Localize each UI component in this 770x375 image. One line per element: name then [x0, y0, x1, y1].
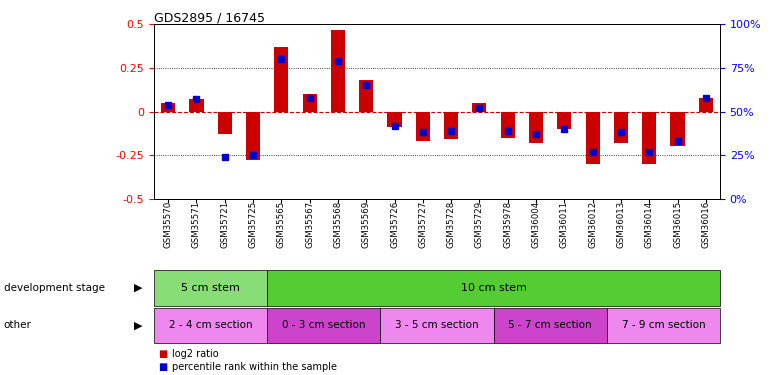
Text: 3 - 5 cm section: 3 - 5 cm section	[395, 320, 479, 330]
Text: ■: ■	[158, 350, 167, 359]
Text: GSM35726: GSM35726	[390, 201, 399, 248]
Text: GSM35978: GSM35978	[504, 201, 512, 248]
Text: GSM35721: GSM35721	[220, 201, 229, 248]
Bar	[557, 112, 571, 129]
Text: GSM36016: GSM36016	[701, 201, 710, 248]
Bar	[614, 112, 628, 143]
Text: GSM35571: GSM35571	[192, 201, 201, 248]
Bar	[387, 112, 402, 127]
Text: GSM35567: GSM35567	[305, 201, 314, 248]
Bar	[585, 112, 600, 164]
Bar	[698, 98, 713, 112]
Text: other: other	[4, 320, 32, 330]
Bar	[671, 112, 685, 147]
Text: GSM36004: GSM36004	[531, 201, 541, 248]
Text: log2 ratio: log2 ratio	[172, 350, 219, 359]
Text: ▶: ▶	[134, 283, 142, 293]
Text: 5 - 7 cm section: 5 - 7 cm section	[508, 320, 592, 330]
Text: GSM36012: GSM36012	[588, 201, 597, 248]
Bar	[529, 112, 543, 143]
Text: GSM35725: GSM35725	[249, 201, 257, 248]
Text: development stage: development stage	[4, 283, 105, 293]
Text: GSM35568: GSM35568	[333, 201, 343, 248]
Text: percentile rank within the sample: percentile rank within the sample	[172, 362, 336, 372]
Text: 0 - 3 cm section: 0 - 3 cm section	[282, 320, 366, 330]
Bar	[189, 99, 203, 112]
Bar	[359, 80, 373, 112]
Text: GSM36015: GSM36015	[673, 201, 682, 248]
Text: GSM35728: GSM35728	[447, 201, 456, 248]
Text: GSM35565: GSM35565	[277, 201, 286, 248]
Bar	[218, 112, 232, 134]
Bar	[274, 47, 289, 112]
Text: ▶: ▶	[134, 320, 142, 330]
Bar	[500, 112, 515, 138]
Text: GDS2895 / 16745: GDS2895 / 16745	[154, 11, 265, 24]
Text: GSM36014: GSM36014	[644, 201, 654, 248]
Bar	[331, 30, 345, 112]
Bar	[303, 94, 316, 112]
Text: GSM36011: GSM36011	[560, 201, 569, 248]
Bar	[246, 112, 260, 160]
Text: GSM35570: GSM35570	[164, 201, 172, 248]
Text: 5 cm stem: 5 cm stem	[181, 283, 240, 293]
Text: GSM35569: GSM35569	[362, 201, 370, 248]
Bar	[642, 112, 656, 164]
Text: GSM36013: GSM36013	[617, 201, 625, 248]
Bar	[472, 103, 487, 112]
Text: 10 cm stem: 10 cm stem	[460, 283, 527, 293]
Bar	[161, 103, 176, 112]
Bar	[416, 112, 430, 141]
Text: 2 - 4 cm section: 2 - 4 cm section	[169, 320, 253, 330]
Text: GSM35727: GSM35727	[418, 201, 427, 248]
Text: GSM35729: GSM35729	[475, 201, 484, 248]
Text: ■: ■	[158, 362, 167, 372]
Bar	[444, 112, 458, 140]
Text: 7 - 9 cm section: 7 - 9 cm section	[621, 320, 705, 330]
